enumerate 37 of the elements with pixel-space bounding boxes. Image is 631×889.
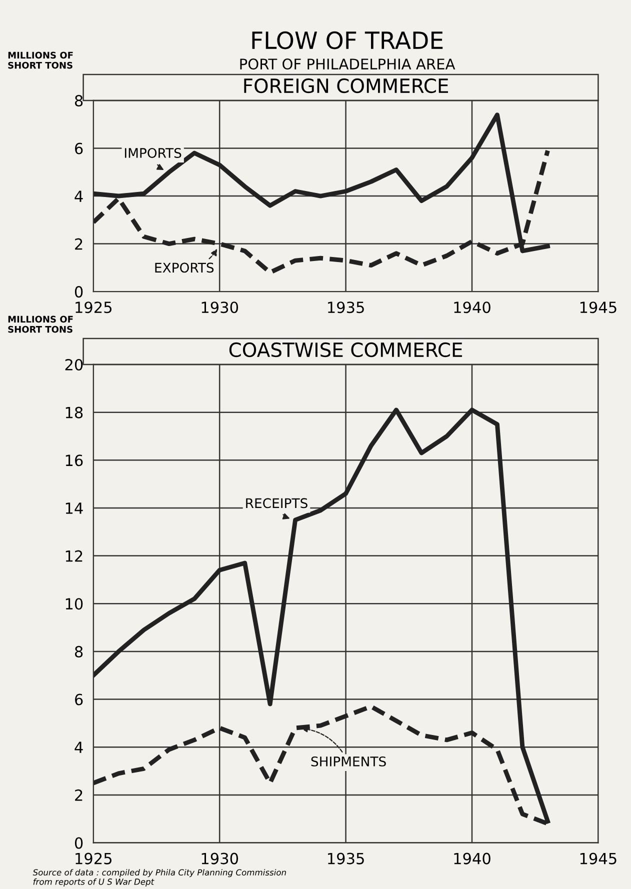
text: FOREIGN COMMERCE (244, 78, 448, 94)
chart-title: COASTWISE COMMERCE (229, 342, 462, 358)
x-tick-label: 1935 (328, 852, 364, 864)
chart-subtitle: PORT OF PHILADELPHIA AREA (240, 58, 456, 70)
y-tick-label: 6 (75, 694, 83, 706)
y-axis-title: MILLIONS OF SHORT TONS (8, 52, 73, 69)
y-tick-label: 14 (66, 502, 83, 514)
series-label: IMPORTS (124, 148, 182, 158)
x-tick-label: 1940 (454, 302, 490, 314)
legend-label: SHIPMENTS (311, 756, 386, 766)
x-tick-label: 1940 (454, 852, 490, 864)
y-tick-label: 16 (66, 454, 83, 466)
y-tick-label: 4 (74, 742, 83, 753)
x-tick-label: 1935 (328, 302, 364, 314)
y-tick-label: 8 (74, 94, 83, 106)
y-tick-label: 12 (66, 550, 82, 562)
chart-title: FLOW OF TRADE (252, 31, 443, 50)
series-label: RECEIPTS (246, 498, 308, 508)
legend-label: EXPORTS (155, 262, 214, 273)
y-tick-label: 2 (75, 238, 82, 250)
y-tick-label: 20 (65, 358, 83, 371)
y-tick-label: 2 (75, 789, 82, 801)
x-tick-label: 1945 (580, 302, 616, 314)
y-tick-label: 0 (74, 837, 83, 849)
y-tick-label: 6 (75, 142, 83, 154)
y-axis-title: MILLIONS OF SHORT TONS (8, 316, 73, 333)
x-tick-label: 1930 (202, 302, 238, 314)
x-tick-label: 1925 (76, 302, 112, 314)
source-note: Source of data : compiled by Phila City Planning Commission from reports of U S War Dept (32, 869, 286, 886)
y-tick-label: 18 (66, 406, 83, 418)
y-tick-label: 4 (74, 190, 83, 202)
x-tick-label: 1925 (76, 852, 112, 864)
y-tick-label: 0 (74, 286, 83, 298)
x-tick-label: 1930 (202, 852, 238, 864)
y-tick-label: 10 (66, 598, 83, 610)
y-tick-label: 8 (74, 646, 83, 658)
x-tick-label: 1945 (580, 852, 616, 864)
